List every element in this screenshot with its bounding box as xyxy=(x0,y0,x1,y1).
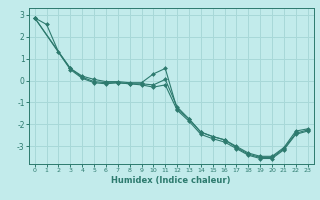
X-axis label: Humidex (Indice chaleur): Humidex (Indice chaleur) xyxy=(111,176,231,185)
